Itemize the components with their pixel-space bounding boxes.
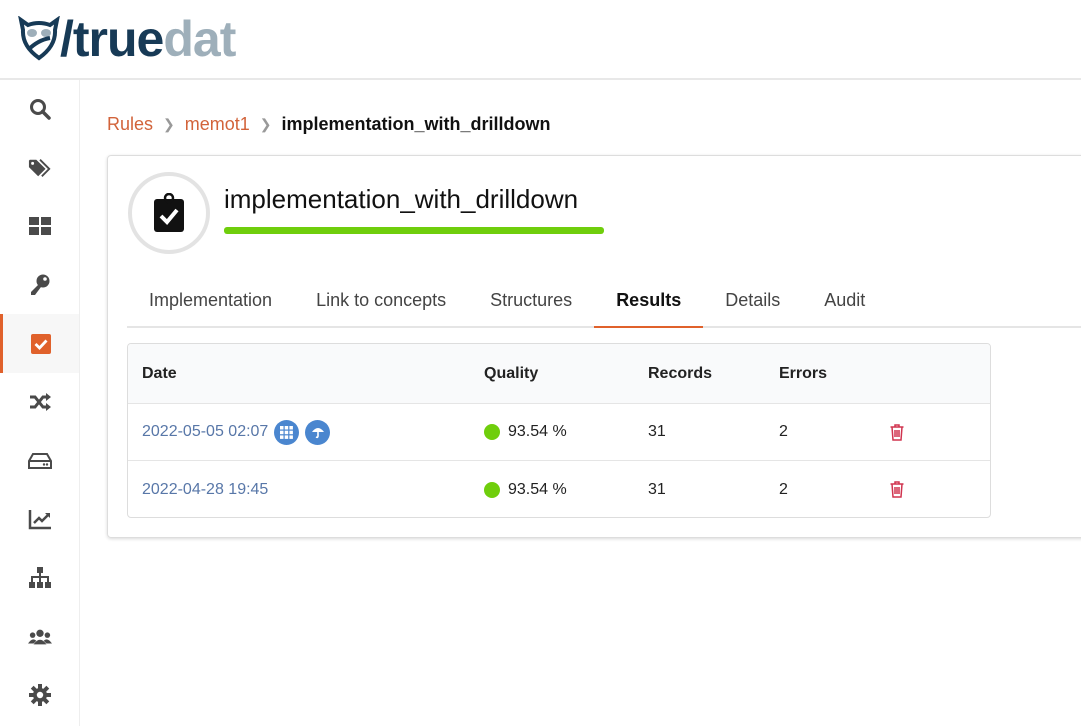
tab-implementation[interactable]: Implementation [149, 290, 273, 310]
breadcrumb-current: implementation_with_drilldown [281, 114, 551, 134]
delete-button[interactable] [890, 461, 904, 517]
chevron-right-icon: ❯ [163, 116, 175, 132]
check-square-icon [31, 333, 51, 354]
header: /true dat [0, 0, 1081, 80]
search-icon [29, 99, 51, 121]
users-icon [27, 629, 52, 645]
implementation-card: implementation_with_drilldown Implementa… [107, 155, 1081, 538]
quality-value: 93.54 % [508, 423, 567, 440]
logo-text-true: /true [60, 11, 164, 67]
sidebar-item-lineage[interactable] [0, 373, 79, 432]
sidebar-item-taxonomy[interactable] [0, 549, 79, 608]
chart-line-icon [28, 510, 51, 530]
breadcrumb-rule[interactable]: memot1 [184, 114, 250, 134]
sidebar-item-concepts[interactable] [0, 139, 79, 198]
tab-link-to-concepts[interactable]: Link to concepts [316, 290, 447, 310]
results-table: Date Quality Records Errors 2022-05-05 0… [127, 343, 991, 518]
records-value: 31 [648, 423, 666, 440]
umbrella-icon[interactable] [305, 419, 331, 445]
sitemap-icon [28, 567, 51, 589]
result-date-link[interactable]: 2022-05-05 02:07 [142, 423, 269, 440]
tags-icon [28, 158, 51, 177]
errors-value: 2 [779, 423, 788, 440]
quality-status-dot [484, 481, 500, 498]
quality-bar [224, 227, 604, 234]
drilldown-table-icon[interactable] [274, 419, 300, 445]
sidebar-item-users[interactable] [0, 607, 79, 666]
page-title: implementation_with_drilldown [224, 184, 579, 214]
errors-value: 2 [779, 480, 788, 498]
sidebar-item-structures[interactable] [0, 432, 79, 491]
header-date[interactable]: Date [142, 364, 177, 382]
records-value: 31 [648, 480, 666, 498]
header-records[interactable]: Records [648, 364, 713, 382]
grid-icon [28, 217, 51, 236]
sidebar-item-dashboard[interactable] [0, 197, 79, 256]
table-header: Date Quality Records Errors [128, 344, 990, 404]
delete-button[interactable] [890, 404, 904, 460]
table-row[interactable]: 2022-05-05 02:07 93.54 % 31 2 [128, 404, 990, 461]
tabs: Implementation Link to concepts Structur… [127, 272, 1081, 328]
implementation-avatar [128, 172, 210, 254]
result-date-link[interactable]: 2022-04-28 19:45 [142, 480, 269, 498]
header-errors[interactable]: Errors [779, 364, 828, 382]
cog-icon [28, 684, 51, 707]
tab-details[interactable]: Details [725, 290, 781, 310]
sidebar-item-metrics[interactable] [0, 490, 79, 549]
header-quality[interactable]: Quality [484, 364, 539, 382]
sidebar-item-rules[interactable] [0, 314, 79, 373]
owl-icon [18, 16, 60, 61]
clipboard-check-icon [154, 193, 184, 232]
tab-audit[interactable]: Audit [824, 290, 866, 310]
quality-status-dot [484, 424, 500, 440]
breadcrumb-rules[interactable]: Rules [107, 114, 154, 134]
table-row[interactable]: 2022-04-28 19:45 93.54 % 31 2 [128, 461, 990, 517]
breadcrumb: Rules ❯ memot1 ❯ implementation_with_dri… [107, 114, 551, 135]
sidebar-item-settings[interactable] [0, 666, 79, 725]
hdd-icon [27, 452, 52, 469]
trash-icon [890, 481, 904, 498]
tab-results[interactable]: Results [594, 272, 704, 328]
sidebar [0, 80, 80, 726]
chevron-right-icon: ❯ [259, 116, 272, 132]
truedat-logo[interactable]: /true dat [18, 10, 236, 68]
logo-text-dat: dat [163, 11, 236, 67]
trash-icon [890, 423, 904, 441]
sidebar-item-search[interactable] [0, 80, 79, 139]
tab-structures[interactable]: Structures [490, 290, 573, 310]
quality-value: 93.54 % [508, 480, 567, 498]
shuffle-icon [29, 393, 51, 412]
key-icon [30, 274, 49, 296]
sidebar-item-grants[interactable] [0, 256, 79, 315]
